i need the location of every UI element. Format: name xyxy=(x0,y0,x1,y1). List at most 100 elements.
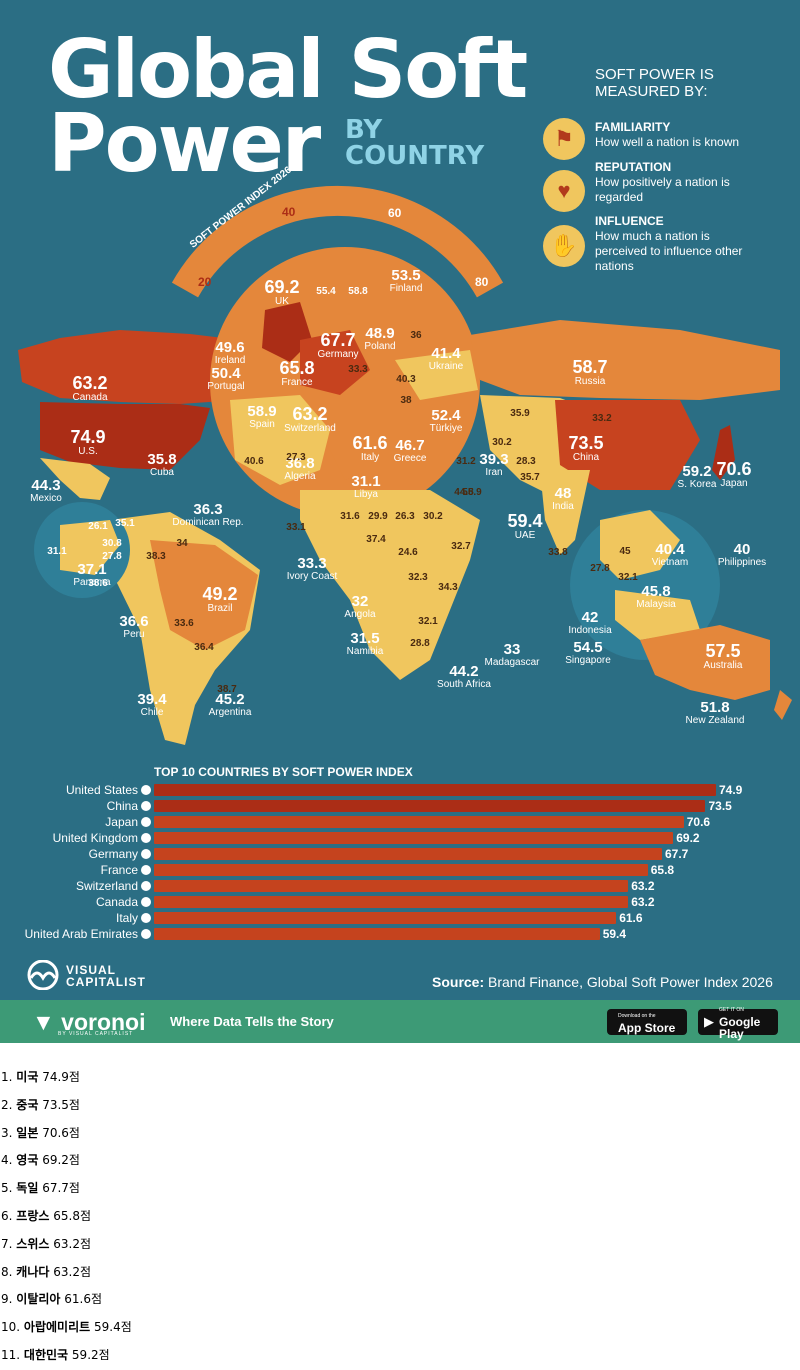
country-value: 65.8 xyxy=(279,358,315,378)
country-label: 44.2 South Africa xyxy=(437,664,491,690)
legend-heading: SOFT POWER IS MEASURED BY: xyxy=(595,66,714,100)
country-label: 31.5 Namibia xyxy=(347,631,384,657)
country-name: Russia xyxy=(574,376,606,387)
map-africa xyxy=(300,490,480,680)
bar-value-label: 69.2 xyxy=(676,831,700,845)
country-name: Libya xyxy=(354,489,378,500)
bar-row: China 73.5 xyxy=(0,799,800,813)
map-value-label: 36.4 xyxy=(194,642,214,653)
map-value-label: 35.7 xyxy=(520,472,540,483)
scale-arc xyxy=(171,185,504,298)
title-line-1: Global Soft xyxy=(48,23,528,116)
scale-tick-40: 40 xyxy=(282,205,296,219)
country-label: 57.5 Australia xyxy=(704,642,743,671)
flag-icon xyxy=(141,881,151,891)
voronoi-logo[interactable]: ▼ voronoi xyxy=(32,1009,146,1036)
country-value: 63.2 xyxy=(292,404,328,424)
app-store-button[interactable]: Download on the App Store xyxy=(607,1009,687,1035)
country-label: 70.6 Japan xyxy=(716,460,751,489)
country-label: 45.2 Argentina xyxy=(209,692,252,718)
voronoi-wordmark: voronoi xyxy=(61,1009,146,1035)
country-value: 57.5 xyxy=(705,641,741,661)
world-map xyxy=(18,185,792,745)
country-name: South Africa xyxy=(437,679,491,690)
country-name: Italy xyxy=(360,452,380,463)
country-name: Germany xyxy=(317,349,359,360)
map-value-label: 33.2 xyxy=(592,413,612,424)
flag-icon xyxy=(141,785,151,795)
rank-score: 59.4점 xyxy=(94,1320,132,1335)
list-item: 5. 독일 67.7점 xyxy=(1,1175,132,1203)
scale-tick-20: 20 xyxy=(198,275,212,289)
country-value: 48.9 xyxy=(365,325,395,342)
country-name: Chile xyxy=(140,707,164,718)
title-subtitle: BY COUNTRY xyxy=(345,117,484,169)
bar xyxy=(154,928,600,940)
country-label: 32 Angola xyxy=(344,594,375,620)
rank-number: 1. xyxy=(1,1070,13,1084)
rank-country: 미국 xyxy=(16,1070,39,1084)
tagline: Where Data Tells the Story xyxy=(170,1014,334,1029)
map-value-label: 30.2 xyxy=(492,437,512,448)
map-value-label: 32.1 xyxy=(418,616,438,627)
map-value-label: 33.6 xyxy=(174,618,194,629)
flag-icon xyxy=(141,897,151,907)
country-value: 45.8 xyxy=(641,583,671,600)
map-value-label: 32.7 xyxy=(451,541,471,552)
country-value: 58.9 xyxy=(247,403,277,420)
bar-category-label: China xyxy=(106,799,138,813)
map-value-label: 32.1 xyxy=(618,572,638,583)
country-value: 67.7 xyxy=(320,330,356,350)
rank-score: 70.6점 xyxy=(42,1125,80,1140)
country-name: S. Korea xyxy=(677,479,717,490)
country-value: 63.2 xyxy=(72,373,108,393)
country-value: 33.3 xyxy=(297,555,327,572)
country-name: Ireland xyxy=(214,355,246,366)
google-play-label: Google Play xyxy=(719,1015,761,1041)
country-value: 49.2 xyxy=(202,584,238,604)
country-value: 39.3 xyxy=(479,451,509,468)
country-label: 46.7 Greece xyxy=(394,438,427,464)
country-name: Cuba xyxy=(150,467,174,478)
bar-category-label: United Arab Emirates xyxy=(24,927,138,941)
country-label: 48 India xyxy=(552,486,574,512)
map-value-label: 44.8 xyxy=(454,487,474,498)
visual-capitalist-logo xyxy=(27,960,59,990)
country-name: Brazil xyxy=(207,603,233,614)
bar-row: France 65.8 xyxy=(0,863,800,877)
map-value-label: 55.4 xyxy=(316,286,336,297)
country-value: 40.4 xyxy=(655,541,685,558)
bar-row: Italy 61.6 xyxy=(0,911,800,925)
list-item: 9. 이탈리아 61.6점 xyxy=(1,1286,132,1314)
korean-ranking-list: 1. 미국 74.9점 2. 중국 73.5점 3. 일본 70.6점 4. 영국 6… xyxy=(1,1064,132,1370)
title-country: COUNTRY xyxy=(345,141,485,171)
country-label: 39.4 Chile xyxy=(137,692,166,718)
country-name: Greece xyxy=(393,453,427,464)
country-name: Canada xyxy=(72,392,108,403)
google-play-button[interactable]: ▶ GET IT ON Google Play xyxy=(698,1007,778,1040)
map-new-zealand xyxy=(774,690,792,720)
country-value: 53.5 xyxy=(391,267,421,284)
map-value-label: 28.8 xyxy=(410,638,430,649)
country-label: 31.1 Libya xyxy=(351,474,380,500)
country-name: Dominican Rep. xyxy=(172,517,244,528)
bar xyxy=(154,880,629,892)
map-value-label: 38 xyxy=(400,395,412,406)
rank-number: 11. xyxy=(1,1347,21,1362)
list-item: 3. 일본 70.6점 xyxy=(1,1120,132,1148)
country-name: Mexico xyxy=(30,493,62,504)
country-value: 36.8 xyxy=(285,455,315,472)
rank-country: 일본 xyxy=(16,1125,39,1140)
country-name: Singapore xyxy=(565,655,611,666)
country-name: Japan xyxy=(720,478,748,489)
bar-category-label: Canada xyxy=(95,895,138,909)
country-label: 61.6 Italy xyxy=(352,434,387,463)
country-name: Panama xyxy=(73,577,111,588)
voronoi-icon: ▼ xyxy=(32,1009,55,1035)
bar-row: United Kingdom 69.2 xyxy=(0,831,800,845)
country-label: 37.1 Panama xyxy=(73,562,110,588)
country-value: 35.8 xyxy=(147,451,177,468)
rank-country: 캐나다 xyxy=(16,1264,50,1279)
list-item: 11. 대한민국 59.2점 xyxy=(1,1342,132,1370)
country-value: 44.2 xyxy=(449,663,479,680)
